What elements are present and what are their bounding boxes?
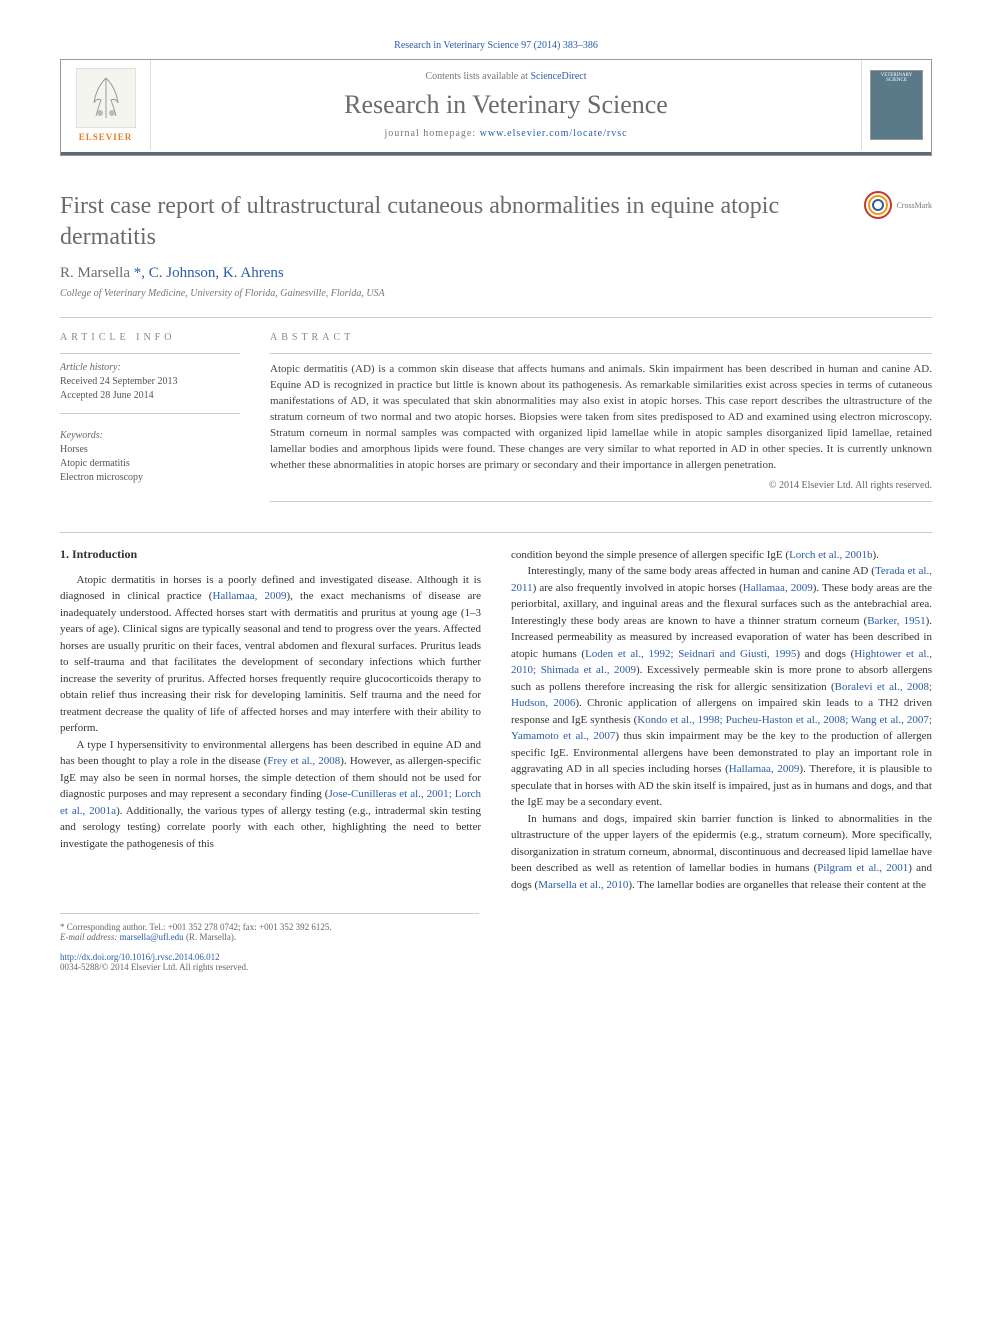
keyword-2: Atopic dermatitis [60, 457, 240, 471]
doi-link[interactable]: http://dx.doi.org/10.1016/j.rvsc.2014.06… [60, 952, 220, 962]
homepage-link[interactable]: www.elsevier.com/locate/rvsc [480, 128, 628, 139]
issn-line: 0034-5288/© 2014 Elsevier Ltd. All right… [60, 962, 932, 972]
citation-link[interactable]: Research in Veterinary Science 97 (2014)… [394, 40, 598, 51]
contents-prefix: Contents lists available at [425, 71, 530, 82]
corresponding-author-note: * Corresponding author. Tel.: +001 352 2… [60, 913, 479, 942]
ref-hallamaa-2009-2[interactable]: Hallamaa, 2009 [743, 582, 813, 594]
body-col-left: 1. Introduction Atopic dermatitis in hor… [60, 547, 481, 894]
author-1: R. Marsella [60, 265, 130, 281]
body-col-right: condition beyond the simple presence of … [511, 547, 932, 894]
elsevier-logo: ELSEVIER [61, 60, 151, 150]
crossmark-icon [864, 191, 892, 219]
article-title: First case report of ultrastructural cut… [60, 191, 844, 253]
journal-cover: VETERINARY SCIENCE [861, 60, 931, 150]
sciencedirect-link[interactable]: ScienceDirect [530, 71, 586, 82]
header-citation: Research in Veterinary Science 97 (2014)… [60, 40, 932, 51]
body-columns: 1. Introduction Atopic dermatitis in hor… [60, 547, 932, 894]
corresponding-asterisk[interactable]: *, C. Johnson, K. Ahrens [130, 265, 284, 281]
authors: R. Marsella *, C. Johnson, K. Ahrens [60, 265, 932, 282]
cover-label: VETERINARY SCIENCE [871, 71, 922, 85]
ref-marsella-2010[interactable]: Marsella et al., 2010 [538, 879, 628, 891]
ref-loden-1992[interactable]: Loden et al., 1992; Seidnari and Giusti,… [585, 648, 796, 660]
keyword-3: Electron microscopy [60, 471, 240, 485]
history-label: Article history: [60, 362, 240, 373]
col2-p1: condition beyond the simple presence of … [511, 547, 932, 564]
corr-tel-fax: * Corresponding author. Tel.: +001 352 2… [60, 922, 479, 932]
col2-p2: Interestingly, many of the same body are… [511, 563, 932, 811]
header-divider [61, 152, 931, 155]
intro-p1: Atopic dermatitis in horses is a poorly … [60, 572, 481, 737]
email-label: E-mail address: [60, 932, 120, 942]
divider-2 [60, 532, 932, 533]
ref-lorch-2001b[interactable]: Lorch et al., 2001b [789, 549, 872, 561]
doi-line: http://dx.doi.org/10.1016/j.rvsc.2014.06… [60, 952, 932, 962]
abstract-copyright: © 2014 Elsevier Ltd. All rights reserved… [270, 480, 932, 491]
crossmark-label: CrossMark [896, 201, 932, 210]
abstract: ABSTRACT Atopic dermatitis (AD) is a com… [270, 332, 932, 502]
intro-p2: A type I hypersensitivity to environment… [60, 737, 481, 853]
intro-heading: 1. Introduction [60, 547, 481, 562]
journal-title: Research in Veterinary Science [344, 90, 668, 120]
ref-barker-1951[interactable]: Barker, 1951 [867, 615, 925, 627]
email-suffix: (R. Marsella). [184, 932, 236, 942]
elsevier-tree-icon [76, 68, 136, 128]
homepage-prefix: journal homepage: [384, 128, 479, 139]
received-date: Received 24 September 2013 [60, 375, 240, 389]
keyword-1: Horses [60, 443, 240, 457]
crossmark-badge[interactable]: CrossMark [864, 191, 932, 219]
info-heading: ARTICLE INFO [60, 332, 240, 343]
ref-hallamaa-2009[interactable]: Hallamaa, 2009 [212, 590, 286, 602]
keywords-label: Keywords: [60, 430, 240, 441]
abstract-heading: ABSTRACT [270, 332, 932, 343]
abstract-text: Atopic dermatitis (AD) is a common skin … [270, 362, 932, 474]
homepage-line: journal homepage: www.elsevier.com/locat… [384, 128, 627, 139]
ref-pilgram-2001[interactable]: Pilgram et al., 2001 [817, 862, 908, 874]
affiliation: College of Veterinary Medicine, Universi… [60, 288, 932, 299]
ref-frey-2008[interactable]: Frey et al., 2008 [267, 755, 340, 767]
ref-hallamaa-2009-3[interactable]: Hallamaa, 2009 [729, 763, 800, 775]
col2-p3: In humans and dogs, impaired skin barrie… [511, 811, 932, 894]
article-info: ARTICLE INFO Article history: Received 2… [60, 332, 240, 502]
contents-line: Contents lists available at ScienceDirec… [425, 71, 586, 82]
email-link[interactable]: marsella@ufl.edu [120, 932, 184, 942]
elsevier-label: ELSEVIER [79, 132, 133, 142]
divider-1 [60, 317, 932, 318]
journal-header: ELSEVIER Contents lists available at Sci… [60, 59, 932, 156]
accepted-date: Accepted 28 June 2014 [60, 389, 240, 403]
